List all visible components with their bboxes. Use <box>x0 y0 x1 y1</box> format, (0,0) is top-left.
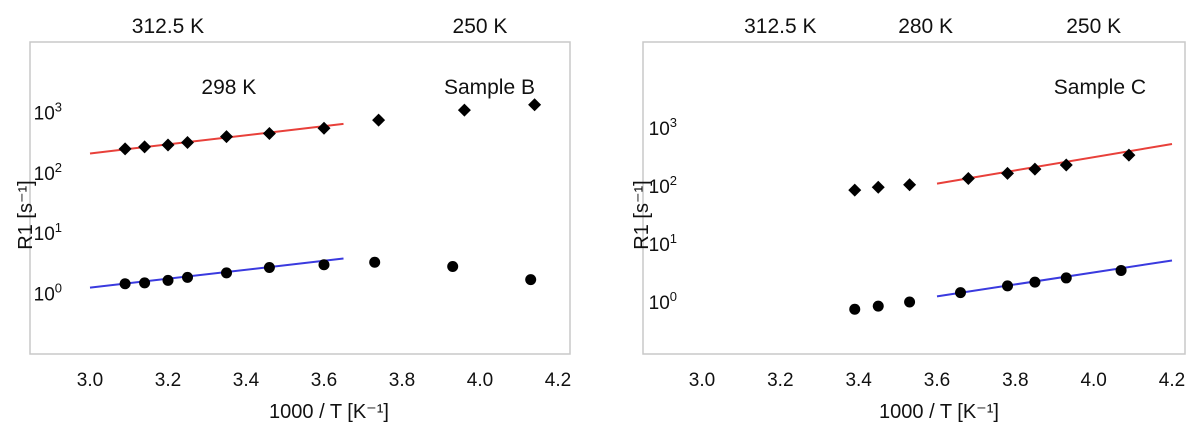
data-point-circle <box>139 277 151 289</box>
data-point-diamond <box>220 130 233 144</box>
y-tick-label: 100 <box>649 289 677 314</box>
data-point-diamond <box>317 121 331 135</box>
x-tick-label: 3.0 <box>77 370 103 391</box>
x-axis-label: 1000 / T [K⁻¹] <box>879 401 999 423</box>
data-point-circle <box>182 271 193 283</box>
x-tick-label: 4.0 <box>467 370 493 391</box>
x-tick-label: 3.6 <box>311 370 337 391</box>
data-point-circle <box>1002 280 1013 292</box>
y-tick-label: 101 <box>34 220 62 245</box>
data-point-circle <box>955 287 966 299</box>
data-point-circle <box>318 259 330 271</box>
y-tick-label: 102 <box>649 173 677 198</box>
data-point-circle <box>119 278 131 290</box>
sample-label: Sample B <box>444 76 535 99</box>
plot-marks: 3.0 3.2 3.4 3.6 3.8 4.0 4.2 100 101 102 103 312.5 K… <box>34 15 572 391</box>
data-point-circle <box>872 300 884 312</box>
fit-line <box>936 259 1173 298</box>
temperature-annotation: 250 K <box>453 15 508 38</box>
data-point-diamond <box>1059 158 1073 172</box>
temperature-annotation: 280 K <box>898 15 953 38</box>
data-point-circle <box>221 267 232 279</box>
temperature-annotation: 250 K <box>1066 15 1121 38</box>
y-tick-label: 100 <box>34 281 62 306</box>
x-tick-label: 3.0 <box>689 370 715 391</box>
y-tick-label: 102 <box>34 160 62 185</box>
temperature-annotation: 312.5 K <box>744 15 816 38</box>
x-tick-label: 3.8 <box>1002 370 1028 391</box>
data-point-diamond <box>457 103 471 117</box>
panel-sample-c: 3.0 3.2 3.4 3.6 3.8 4.0 4.2 100 101 102 103 312.5 K… <box>631 15 1186 423</box>
data-point-diamond <box>161 138 175 152</box>
data-point-diamond <box>1122 148 1136 162</box>
data-point-circle <box>904 296 916 308</box>
x-tick-label: 3.8 <box>389 370 415 391</box>
x-tick-label: 4.0 <box>1080 370 1106 391</box>
data-point-diamond <box>181 135 194 149</box>
data-point-circle <box>369 256 381 268</box>
data-point-circle <box>1115 264 1127 276</box>
x-tick-label: 3.6 <box>924 370 950 391</box>
plot-frame <box>29 41 571 355</box>
fit-line <box>89 122 344 155</box>
data-point-circle <box>849 303 861 315</box>
sample-label: Sample C <box>1054 76 1146 99</box>
data-point-diamond <box>961 171 975 185</box>
x-tick-label: 3.2 <box>155 370 181 391</box>
data-point-diamond <box>1028 162 1042 176</box>
data-point-circle <box>1029 276 1041 288</box>
data-point-diamond <box>871 180 885 194</box>
y-axis-label: R1 [s⁻¹] <box>631 180 653 249</box>
x-axis-label: 1000 / T [K⁻¹] <box>269 401 389 423</box>
data-point-circle <box>525 274 537 286</box>
data-point-diamond <box>528 98 542 112</box>
y-axis-label: R1 [s⁻¹] <box>15 180 37 249</box>
fit-line <box>89 257 344 289</box>
x-tick-label: 3.4 <box>233 370 260 391</box>
data-point-diamond <box>1001 166 1014 180</box>
data-point-diamond <box>372 113 386 127</box>
data-point-diamond <box>118 142 132 156</box>
plot-marks: 3.0 3.2 3.4 3.6 3.8 4.0 4.2 100 101 102 103 312.5 K… <box>649 15 1186 391</box>
temperature-annotation: 298 K <box>201 76 256 99</box>
plot-frame <box>642 41 1186 355</box>
data-point-diamond <box>138 140 152 154</box>
panel-sample-b: 3.0 3.2 3.4 3.6 3.8 4.0 4.2 100 101 102 103 312.5 K… <box>15 15 571 423</box>
x-tick-label: 4.2 <box>545 370 571 391</box>
data-point-circle <box>263 261 275 273</box>
temperature-annotation: 312.5 K <box>132 15 204 38</box>
y-tick-label: 103 <box>649 115 677 140</box>
data-point-circle <box>1060 272 1072 284</box>
data-point-diamond <box>262 127 276 141</box>
data-point-diamond <box>903 178 917 192</box>
x-tick-label: 3.2 <box>767 370 793 391</box>
data-point-circle <box>447 261 459 273</box>
data-point-diamond <box>848 183 862 197</box>
x-tick-label: 3.4 <box>845 370 872 391</box>
data-point-circle <box>162 274 174 286</box>
y-tick-label: 101 <box>649 231 677 256</box>
fit-line <box>936 143 1173 185</box>
x-tick-label: 4.2 <box>1159 370 1185 391</box>
y-tick-label: 103 <box>34 100 62 125</box>
